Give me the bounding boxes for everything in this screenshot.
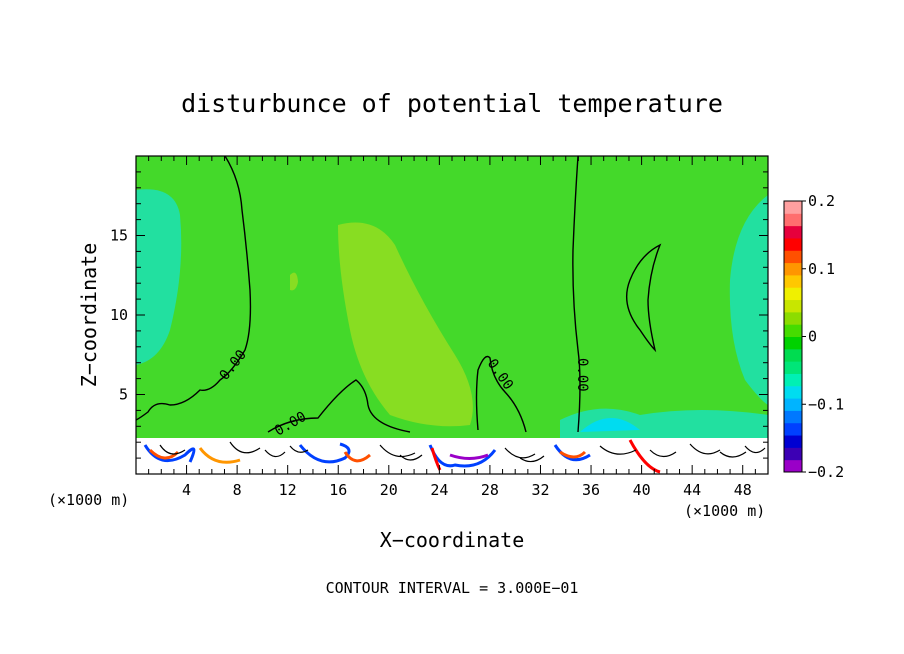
turbulent-features [143,439,661,474]
cool-region-right [729,195,768,405]
colorbar-segment [784,274,802,288]
x-tick-label: 32 [531,481,549,499]
colorbar-label: −0.2 [808,463,844,481]
chart-title: disturbunce of potential temperature [181,89,723,118]
contour-label: 0.00 [574,358,590,392]
colorbar-segment [784,201,802,214]
colorbar-segment [784,410,802,424]
contour-interval-note: CONTOUR INTERVAL = 3.000E−01 [326,579,579,597]
y-axis-label: Z−coordinate [77,243,101,388]
turbulent-contours [159,441,766,463]
colorbar-segment [784,348,802,362]
x-tick-label: 12 [279,481,297,499]
x-unit-left: (×1000 m) [48,491,129,509]
colorbar-label: 0.1 [808,260,835,278]
colorbar-segment [784,299,802,313]
colorbar-label: −0.1 [808,395,844,413]
colorbar [783,200,803,473]
colorbar-segment [784,361,802,374]
colorbar-segment [784,373,802,387]
zero-contours [136,156,662,433]
colorbar-segment [784,287,802,301]
field [136,156,768,474]
colorbar-labels: 0.2 0.1 0 −0.1 −0.2 [802,192,844,481]
x-tick-label: 16 [329,481,347,499]
colorbar-segment [784,398,802,411]
colorbar-segment [784,422,802,436]
colorbar-segment [784,447,802,461]
cool-region-bottom [560,408,768,438]
x-unit-right: (×1000 m) [684,502,765,520]
warm-region-center [338,222,473,427]
x-axis-label: X−coordinate [380,528,525,552]
x-tick-label: 8 [233,481,242,499]
cold-spot [580,417,640,432]
colorbar-segment [784,385,802,399]
y-tick-label: 15 [110,227,128,245]
colorbar-segment [784,435,802,448]
x-axis-ticks: 4 8 12 16 20 24 28 32 36 40 44 48 [135,156,769,499]
colorbar-segment [784,262,802,276]
y-tick-label: 5 [119,386,128,404]
colorbar-segment [784,250,802,264]
x-tick-label: 24 [430,481,448,499]
x-tick-label: 20 [380,481,398,499]
colorbar-segment [784,311,802,325]
colorbar-segment [784,213,802,227]
y-tick-label: 10 [110,306,128,324]
x-tick-label: 40 [633,481,651,499]
x-tick-label: 36 [582,481,600,499]
cool-region-left [136,189,182,365]
x-tick-label: 48 [734,481,752,499]
x-tick-label: 28 [481,481,499,499]
x-tick-label: 4 [182,481,191,499]
x-tick-label: 44 [683,481,701,499]
colorbar-segment [784,336,802,350]
colorbar-segment [784,225,802,239]
y-axis-ticks: 5 10 15 [110,155,768,475]
colorbar-label: 0 [808,328,817,346]
warm-spot [290,272,298,291]
colorbar-segment [784,237,802,251]
colorbar-segment [784,459,802,473]
colorbar-label: 0.2 [808,192,835,210]
colorbar-segment [784,324,802,337]
